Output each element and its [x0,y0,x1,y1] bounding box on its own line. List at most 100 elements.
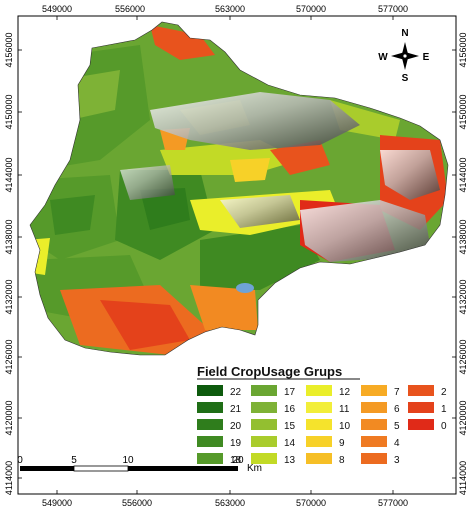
legend-swatch [361,453,387,464]
legend-swatch [251,385,277,396]
legend-swatch [408,419,434,430]
scale-segment [73,465,129,472]
right-tick-label: 4150000 [458,94,468,129]
legend-swatch [361,419,387,430]
zone-patch [230,158,270,182]
legend-swatch [306,453,332,464]
top-tick-label: 577000 [378,4,408,14]
relief-east [380,150,440,200]
legend-label: 9 [339,438,345,449]
bottom-tick-label: 563000 [215,498,245,508]
legend-label: 22 [230,387,242,398]
legend-label: 15 [284,421,296,432]
legend-swatch [361,436,387,447]
legend-swatch [197,453,223,464]
relief-west [120,165,175,200]
top-tick-label: 563000 [215,4,245,14]
relief-central [220,195,300,228]
legend-label: 7 [394,387,400,398]
bottom-tick-label: 549000 [42,498,72,508]
zone-patch [190,285,258,330]
left-tick-label: 4114000 [4,461,14,495]
right-tick-label: 4114000 [458,461,468,495]
lake [236,283,254,293]
study-area-outline [29,21,449,356]
left-tick-label: 4138000 [4,219,14,254]
right-tick-label: 4138000 [458,219,468,254]
top-tick-label: 556000 [115,4,145,14]
legend-swatch [306,419,332,430]
legend-swatch [197,436,223,447]
scale-label: 10 [122,455,134,466]
legend-swatch [361,402,387,413]
study-area [30,22,448,355]
left-tick-label: 4126000 [4,339,14,374]
scale-label: 5 [71,455,77,466]
graticule-ticks [18,16,456,494]
legend-label: 2 [441,387,447,398]
legend: Field CropUsage Grups 222120191817161514… [197,364,447,466]
legend-label: 1 [441,404,447,415]
legend-label: 21 [230,404,242,415]
zone-patch [50,195,95,235]
legend-swatch [251,453,277,464]
compass-e: E [423,52,430,63]
top-axis-labels: 549000 556000 563000 570000 577000 [42,4,408,14]
right-tick-label: 4126000 [458,339,468,374]
legend-label: 11 [339,404,350,415]
left-tick-label: 4144000 [4,157,14,192]
scale-segment [128,466,238,471]
compass-s: S [402,73,409,84]
bottom-axis-labels: 549000 556000 563000 570000 577000 [42,498,408,508]
bottom-tick-label: 577000 [378,498,408,508]
legend-label: 18 [230,455,242,466]
legend-swatch [408,385,434,396]
left-tick-label: 4132000 [4,279,14,314]
legend-label: 19 [230,438,242,449]
north-arrow-icon: N S E W [378,28,429,84]
legend-label: 13 [284,455,296,466]
scale-label: 0 [17,455,23,466]
zone-patch [100,300,190,350]
right-tick-label: 4120000 [458,400,468,435]
legend-swatch [361,385,387,396]
legend-swatch [306,436,332,447]
scale-bar: 0 5 10 20 Km [17,455,262,474]
legend-swatch [408,402,434,413]
top-tick-label: 549000 [42,4,72,14]
legend-label: 8 [339,455,345,466]
compass-n: N [401,28,408,39]
scale-label: 20 [232,455,244,466]
legend-label: 20 [230,421,242,432]
left-tick-label: 4150000 [4,94,14,129]
right-tick-label: 4144000 [458,157,468,192]
legend-label: 16 [284,404,296,415]
relief-north [150,92,360,150]
legend-label: 4 [394,438,400,449]
zone-patch [270,140,330,175]
legend-title: Field CropUsage Grups [197,364,342,379]
left-tick-label: 4156000 [4,32,14,67]
right-tick-label: 4132000 [458,279,468,314]
right-axis-labels: 4156000 4150000 4144000 4138000 4132000 … [458,32,468,495]
scale-unit: Km [247,463,262,474]
relief-southeast [300,200,430,262]
scale-segment [20,466,74,471]
legend-swatch [306,402,332,413]
legend-label: 5 [394,421,400,432]
legend-label: 6 [394,404,400,415]
bottom-tick-label: 556000 [122,498,152,508]
left-axis-labels: 4156000 4150000 4144000 4138000 4132000 … [4,32,14,495]
compass-w: W [378,52,388,63]
legend-label: 14 [284,438,296,449]
bottom-tick-label: 570000 [296,498,326,508]
legend-swatch [251,419,277,430]
legend-swatch [306,385,332,396]
legend-swatch [197,402,223,413]
legend-label: 12 [339,387,351,398]
legend-swatch [197,419,223,430]
zone-patch [140,188,190,230]
